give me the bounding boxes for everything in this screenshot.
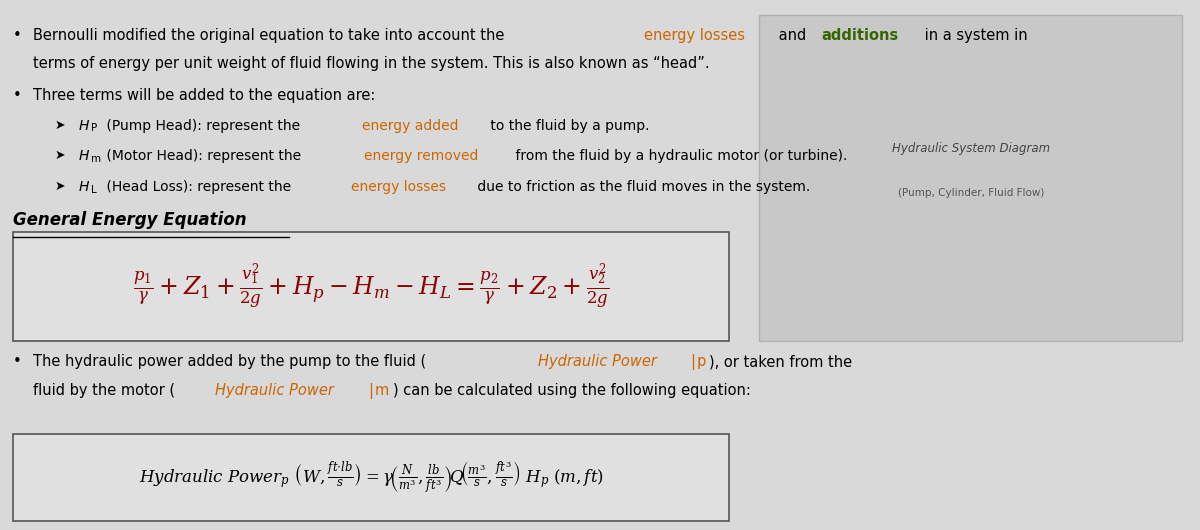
Text: Hydraulic Power: Hydraulic Power xyxy=(538,354,656,369)
Text: fluid by the motor (: fluid by the motor ( xyxy=(32,383,175,398)
Text: •: • xyxy=(13,88,22,103)
Text: H: H xyxy=(78,119,89,132)
Text: H: H xyxy=(78,180,89,194)
Text: (Head Loss): represent the: (Head Loss): represent the xyxy=(102,180,296,194)
Text: The hydraulic power added by the pump to the fluid (: The hydraulic power added by the pump to… xyxy=(32,354,426,369)
Text: ➤: ➤ xyxy=(54,149,65,162)
Text: P: P xyxy=(91,123,97,134)
Text: in a system in: in a system in xyxy=(920,28,1028,42)
Text: m: m xyxy=(91,154,102,164)
Text: p: p xyxy=(697,354,706,369)
Text: H: H xyxy=(78,149,89,163)
Text: (Pump Head): represent the: (Pump Head): represent the xyxy=(102,119,305,132)
Text: terms of energy per unit weight of fluid flowing in the system. This is also kno: terms of energy per unit weight of fluid… xyxy=(32,56,709,71)
Text: $\mathit{Hydraulic\ Power_p}\ \left(W,\frac{ft{\cdot}lb}{s}\right)=\gamma\!\left: $\mathit{Hydraulic\ Power_p}\ \left(W,\f… xyxy=(138,460,604,496)
FancyBboxPatch shape xyxy=(760,15,1182,341)
Text: m: m xyxy=(374,383,389,398)
Text: ), or taken from the: ), or taken from the xyxy=(709,354,852,369)
Text: ➤: ➤ xyxy=(54,180,65,193)
Text: •: • xyxy=(13,354,22,369)
Text: •: • xyxy=(13,28,22,42)
Text: to the fluid by a pump.: to the fluid by a pump. xyxy=(486,119,650,132)
Text: L: L xyxy=(91,185,97,195)
Text: Hydraulic Power: Hydraulic Power xyxy=(215,383,334,398)
Text: from the fluid by a hydraulic motor (or turbine).: from the fluid by a hydraulic motor (or … xyxy=(510,149,847,163)
Text: ) can be calculated using the following equation:: ) can be calculated using the following … xyxy=(392,383,750,398)
Text: |: | xyxy=(368,383,373,399)
Text: Bernoulli modified the original equation to take into account the: Bernoulli modified the original equation… xyxy=(32,28,509,42)
Text: due to friction as the fluid moves in the system.: due to friction as the fluid moves in th… xyxy=(473,180,810,194)
Text: Hydraulic System Diagram: Hydraulic System Diagram xyxy=(892,142,1050,155)
Text: and: and xyxy=(774,28,810,42)
Text: Three terms will be added to the equation are:: Three terms will be added to the equatio… xyxy=(32,88,376,103)
Text: General Energy Equation: General Energy Equation xyxy=(13,210,246,228)
Text: |: | xyxy=(690,354,695,370)
Text: additions: additions xyxy=(821,28,899,42)
Text: (Motor Head): represent the: (Motor Head): represent the xyxy=(102,149,306,163)
FancyBboxPatch shape xyxy=(13,434,730,522)
Text: energy losses: energy losses xyxy=(350,180,446,194)
FancyBboxPatch shape xyxy=(13,232,730,341)
Text: energy added: energy added xyxy=(362,119,458,132)
Text: energy losses: energy losses xyxy=(644,28,745,42)
Text: (Pump, Cylinder, Fluid Flow): (Pump, Cylinder, Fluid Flow) xyxy=(898,188,1044,198)
Text: ➤: ➤ xyxy=(54,119,65,131)
Text: energy removed: energy removed xyxy=(364,149,478,163)
Text: $\frac{p_1}{\gamma}+Z_1+\frac{v_1^2}{2g}+H_p-H_m-H_L=\frac{p_2}{\gamma}+Z_2+\fra: $\frac{p_1}{\gamma}+Z_1+\frac{v_1^2}{2g}… xyxy=(133,261,610,312)
